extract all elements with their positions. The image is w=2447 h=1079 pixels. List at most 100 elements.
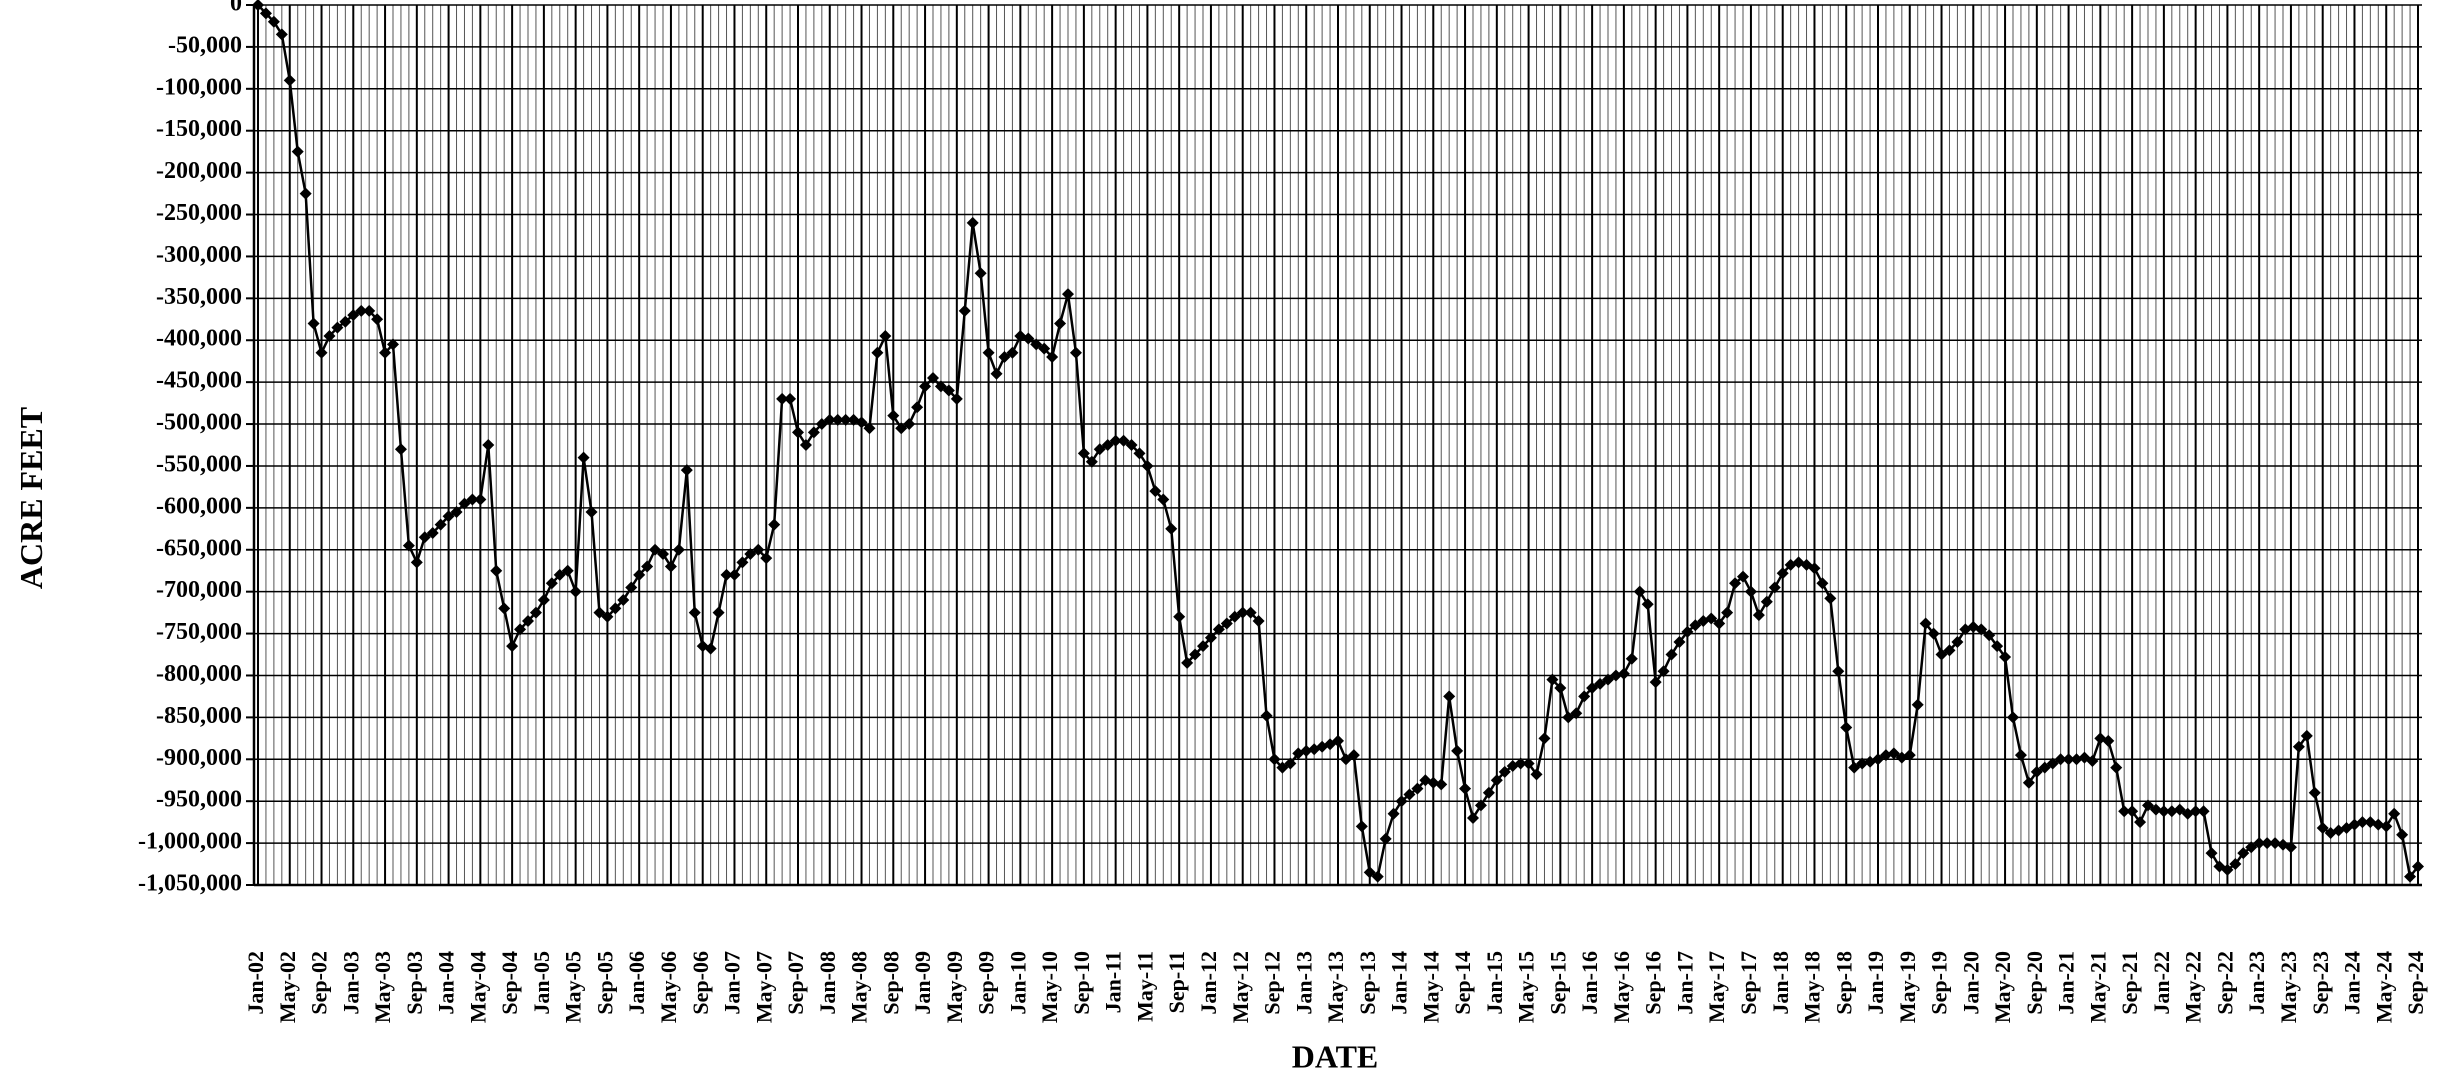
x-tick-label: May-11 (1132, 951, 1157, 1022)
data-point (823, 413, 836, 426)
data-point (1467, 811, 1479, 824)
x-tick-label: Jan-19 (1863, 951, 1888, 1015)
x-tick-label: Jan-14 (1387, 951, 1412, 1015)
y-tick-label: -900,000 (156, 745, 242, 771)
data-point (394, 443, 407, 456)
data-point (617, 594, 630, 607)
data-point (1705, 612, 1718, 625)
data-point (2237, 847, 2250, 860)
data-point (1133, 447, 1146, 460)
data-point (267, 15, 280, 28)
data-point (784, 392, 797, 405)
data-point (839, 413, 852, 426)
data-point (1157, 493, 1170, 506)
data-point (1204, 631, 1217, 644)
data-point (1641, 598, 1654, 611)
data-point (522, 615, 534, 627)
data-point (1371, 870, 1384, 883)
data-point (434, 518, 447, 531)
data-point (887, 409, 900, 422)
data-point (1665, 648, 1678, 661)
x-tick-label: May-16 (1609, 951, 1634, 1023)
data-point (1522, 757, 1535, 770)
data-point (2221, 863, 2234, 876)
data-point (2412, 860, 2424, 873)
y-tick-label: -650,000 (156, 535, 242, 561)
x-tick-label: Sep-14 (1450, 951, 1475, 1015)
data-point (1435, 778, 1448, 791)
y-tick-label: -50,000 (168, 32, 242, 58)
data-point (1570, 707, 1583, 720)
x-tick-label: May-21 (2085, 951, 2110, 1023)
data-point (458, 497, 471, 510)
data-point (1117, 434, 1130, 447)
x-tick-label: Sep-22 (2212, 951, 2237, 1015)
data-point (1721, 606, 1734, 619)
data-point (641, 560, 654, 573)
y-tick-label: -250,000 (156, 200, 242, 226)
x-tick-label: Sep-20 (2022, 951, 2047, 1015)
data-point (1069, 346, 1082, 359)
data-point (1657, 665, 1670, 678)
data-point (1451, 744, 1464, 757)
data-point (1284, 757, 1297, 770)
data-point (2110, 761, 2123, 774)
data-point (625, 581, 638, 594)
data-point (299, 187, 312, 200)
data-point (2070, 753, 2083, 766)
data-point (815, 418, 828, 431)
x-tick-label: Sep-05 (592, 951, 617, 1015)
x-tick-label: Sep-21 (2117, 951, 2142, 1015)
data-point (1006, 346, 1019, 359)
data-point (1387, 807, 1400, 820)
data-point (2038, 761, 2051, 774)
data-point (919, 380, 932, 393)
x-tick-label: May-08 (847, 951, 872, 1023)
data-point (672, 543, 685, 556)
x-tick-label: May-04 (465, 951, 490, 1023)
data-point (2404, 870, 2417, 883)
data-point (1713, 617, 1726, 630)
data-point (879, 330, 892, 343)
data-point (792, 426, 804, 439)
data-point (799, 439, 812, 451)
data-point (1737, 570, 1749, 583)
x-tick-label: Sep-16 (1641, 951, 1666, 1015)
data-point (1951, 635, 1964, 648)
data-point (990, 367, 1003, 380)
data-point (1625, 652, 1638, 665)
data-point (1594, 677, 1607, 690)
data-point (1562, 711, 1575, 724)
data-point (1085, 455, 1098, 468)
data-point (1427, 776, 1440, 789)
x-tick-label: May-22 (2181, 951, 2206, 1023)
data-point (2030, 765, 2043, 778)
data-point (577, 451, 590, 464)
data-point (1538, 732, 1551, 745)
data-point (1856, 757, 1869, 770)
data-point (728, 568, 741, 581)
x-tick-label: Sep-13 (1355, 951, 1380, 1015)
data-point (1093, 443, 1106, 456)
data-point (1403, 788, 1416, 801)
data-point (1681, 625, 1694, 638)
data-point (1101, 439, 1114, 451)
data-point (712, 606, 725, 619)
x-tick-label: May-20 (1990, 951, 2015, 1023)
x-tick-label: May-18 (1800, 951, 1825, 1023)
data-point (1514, 757, 1527, 770)
data-point (1268, 753, 1281, 766)
y-tick-label: -150,000 (156, 116, 242, 142)
data-point (1911, 698, 1924, 711)
data-point (2165, 805, 2178, 818)
data-point (998, 351, 1011, 363)
x-tick-label: Jan-10 (1005, 951, 1030, 1015)
x-tick-label: Sep-04 (497, 951, 522, 1015)
x-tick-label: May-14 (1418, 951, 1443, 1023)
data-point (402, 539, 415, 552)
data-point (1999, 651, 2012, 664)
data-point (1752, 609, 1765, 622)
data-point (1332, 734, 1344, 747)
data-point (1617, 667, 1630, 680)
y-tick-label: -800,000 (156, 661, 242, 687)
